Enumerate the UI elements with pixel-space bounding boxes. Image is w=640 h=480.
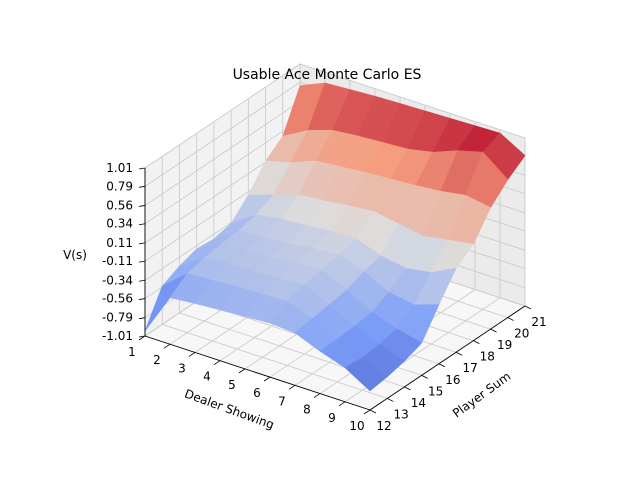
gridline-z <box>144 63 526 169</box>
x-tick-label: 10 <box>349 419 364 433</box>
y-tick <box>438 363 446 368</box>
x-tick-label: 5 <box>228 378 236 392</box>
z-axis-label: V(s) <box>63 248 87 262</box>
x-tick-label: 6 <box>253 386 261 400</box>
x-tick <box>163 343 171 349</box>
y-tick <box>421 374 428 379</box>
y-tick <box>404 386 411 391</box>
z-tick-label: 1.01 <box>106 161 133 175</box>
y-tick-label: 21 <box>531 315 546 329</box>
y-tick-label: 14 <box>411 396 426 410</box>
y-tick-label: 20 <box>514 327 529 341</box>
z-tick <box>138 317 146 320</box>
z-tick <box>138 260 146 263</box>
y-tick <box>369 409 377 414</box>
x-axis-line <box>144 335 371 411</box>
x-tick-label: 4 <box>203 370 211 384</box>
z-tick-label: 0.34 <box>106 217 133 231</box>
surface-face <box>344 357 388 392</box>
y-tick <box>455 351 463 356</box>
z-tick-label: 0.56 <box>106 198 133 212</box>
y-tick-label: 13 <box>394 407 409 421</box>
x-tick-label: 2 <box>153 353 161 367</box>
z-tick <box>138 205 146 207</box>
z-tick <box>138 279 146 282</box>
y-tick-label: 19 <box>497 338 512 352</box>
y-tick-label: 16 <box>445 373 460 387</box>
z-tick-label: -0.56 <box>102 292 133 306</box>
z-tick <box>138 167 146 170</box>
z-tick <box>138 298 146 300</box>
tick-marks <box>138 167 532 415</box>
x-tick-label: 1 <box>128 345 136 359</box>
z-tick-label: -0.11 <box>102 254 133 268</box>
y-tick-label: 12 <box>376 419 391 433</box>
z-tick-label: -0.79 <box>102 311 133 325</box>
x-tick <box>338 401 346 407</box>
y-axis-line <box>369 305 526 411</box>
surface-plot <box>144 82 526 392</box>
x-tick-label: 9 <box>328 411 336 425</box>
x-tick <box>288 385 296 390</box>
y-tick <box>387 398 394 402</box>
y-tick-label: 18 <box>480 350 495 364</box>
x-tick <box>213 360 221 365</box>
x-tick-label: 8 <box>303 403 311 417</box>
y-tick-label: 17 <box>462 361 477 375</box>
y-tick <box>524 305 532 310</box>
x-tick <box>363 409 371 415</box>
x-tick <box>188 352 196 357</box>
y-tick <box>490 328 497 333</box>
y-tick <box>507 317 514 321</box>
z-tick <box>138 242 146 245</box>
x-tick-label: 3 <box>178 361 186 375</box>
z-tick <box>138 335 146 338</box>
x-tick-label: 7 <box>278 394 286 408</box>
z-tick-label: -0.34 <box>102 273 133 287</box>
x-tick <box>138 335 146 341</box>
x-tick <box>313 393 321 398</box>
y-tick <box>473 340 480 345</box>
axes-lines <box>144 168 526 411</box>
z-tick-label: 0.79 <box>106 179 133 193</box>
z-tick-label: 0.11 <box>106 236 133 250</box>
z-tick <box>138 223 146 226</box>
chart-title: Usable Ace Monte Carlo ES <box>233 67 422 83</box>
x-tick <box>238 368 246 374</box>
y-tick-label: 15 <box>428 384 443 398</box>
x-tick <box>263 376 271 382</box>
z-tick-label: -1.01 <box>102 329 133 343</box>
z-tick <box>138 185 146 188</box>
